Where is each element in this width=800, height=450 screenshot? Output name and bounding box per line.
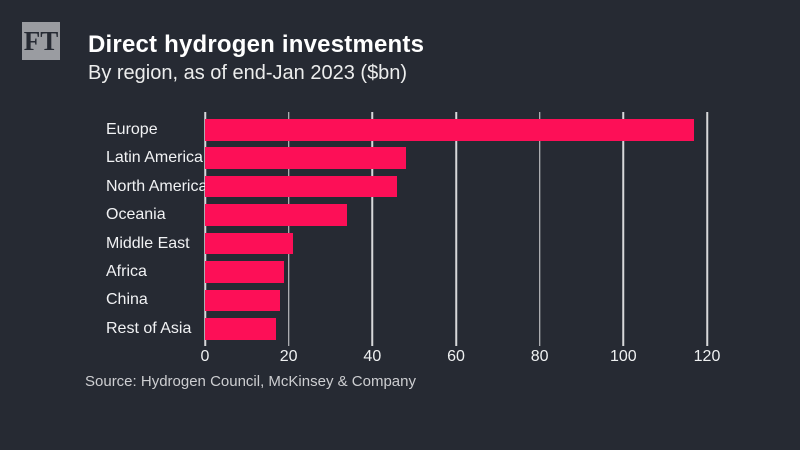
bar-africa — [205, 261, 285, 283]
category-label-middle-east: Middle East — [106, 234, 190, 252]
bar-oceania — [205, 204, 348, 226]
category-label-europe: Europe — [106, 120, 158, 138]
category-label-africa: Africa — [106, 263, 147, 280]
source-note: Source: Hydrogen Council, McKinsey & Com… — [85, 373, 416, 390]
x-tick-label-80: 80 — [530, 348, 549, 365]
category-label-rest-of-asia: Rest of Asia — [106, 319, 192, 337]
gridline-120 — [706, 112, 708, 346]
bar-middle-east — [205, 232, 293, 255]
category-label-oceania: Oceania — [106, 206, 166, 224]
category-label-north-america: North America — [106, 177, 208, 195]
x-tick-label-0: 0 — [200, 348, 210, 365]
chart-title: Direct hydrogen investments — [88, 31, 425, 58]
bar-north-america — [205, 175, 398, 198]
gridline-20 — [287, 112, 290, 346]
chart-subtitle: By region, as of end-Jan 2023 ($bn) — [88, 62, 408, 84]
bar-rest-of-asia — [205, 318, 277, 340]
gridline-80 — [538, 112, 541, 346]
ft-logo: FT — [22, 22, 60, 60]
category-label-latin-america: Latin America — [106, 149, 203, 167]
bar-europe — [205, 119, 695, 141]
x-tick-label-100: 100 — [609, 348, 637, 365]
ft-logo-text: FT — [23, 25, 59, 56]
gridline-0 — [204, 112, 206, 346]
x-tick-label-40: 40 — [363, 348, 382, 365]
gridline-40 — [371, 112, 374, 346]
gridline-60 — [455, 112, 457, 346]
x-tick-label-20: 20 — [279, 348, 298, 365]
chart-header: Direct hydrogen investments By region, a… — [88, 30, 424, 87]
x-tick-label-60: 60 — [447, 348, 465, 365]
bar-china — [205, 289, 281, 312]
bar-latin-america — [205, 147, 406, 169]
x-tick-label-120: 120 — [693, 348, 721, 365]
category-label-china: China — [106, 291, 148, 309]
bar-chart: Europe Latin America North America Oceania M… — [0, 112, 800, 374]
gridline-100 — [622, 112, 625, 346]
